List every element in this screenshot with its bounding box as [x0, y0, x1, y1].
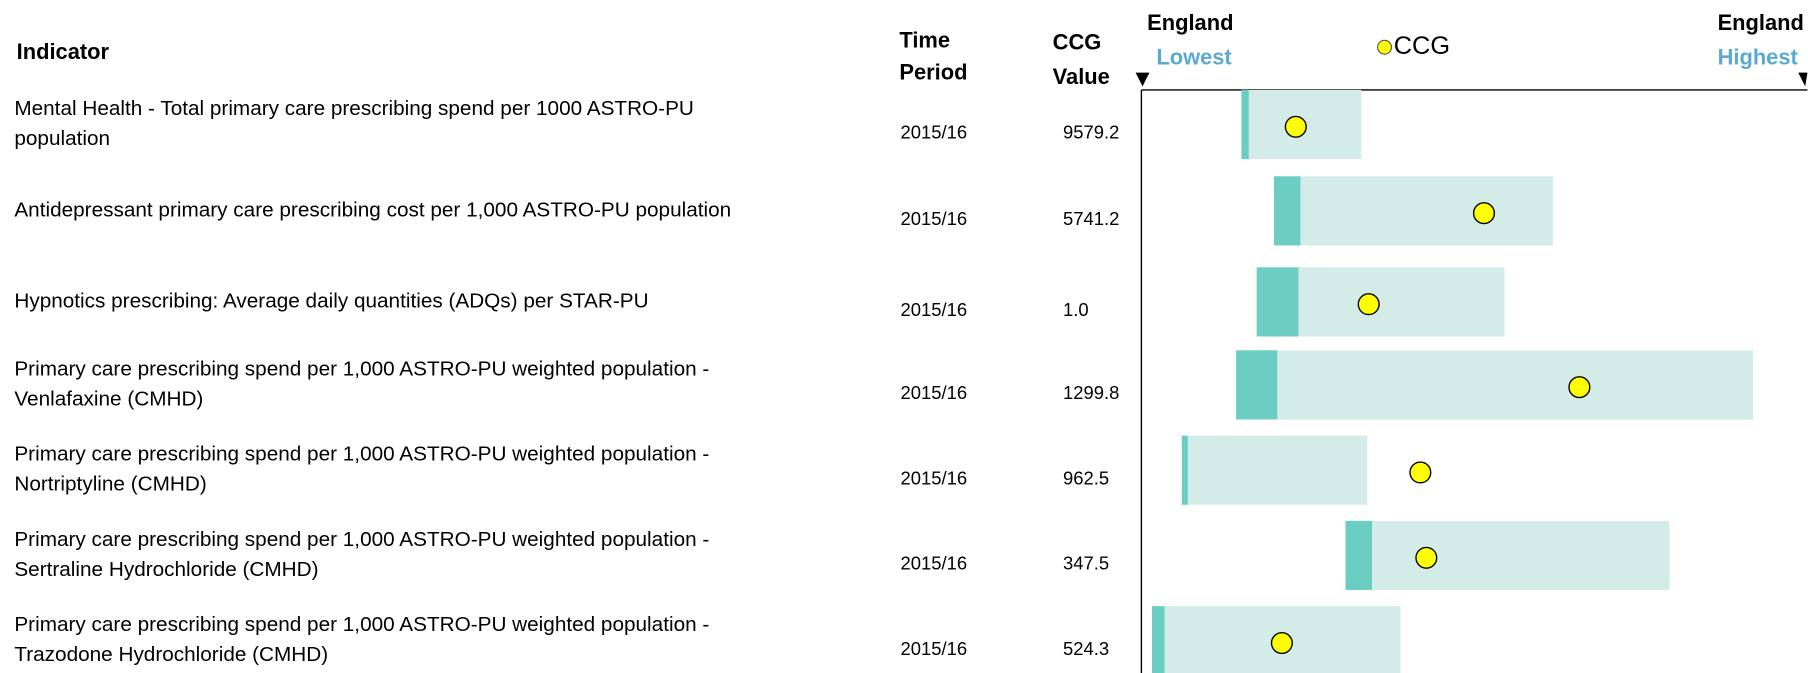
ccg-value: 9579.2 — [1063, 122, 1119, 143]
ccg-value: 1.0 — [1063, 299, 1089, 320]
header-indicator: Indicator — [17, 39, 110, 64]
ccg-value: 5741.2 — [1063, 208, 1119, 229]
time-period: 2015/16 — [901, 208, 968, 229]
lowest-england: England — [1147, 10, 1233, 35]
ccg-value: 1299.8 — [1063, 382, 1119, 403]
range-bar — [1236, 350, 1753, 420]
ccg-value: 347.5 — [1063, 553, 1109, 574]
legend-marker — [1377, 39, 1393, 55]
highest-arrow — [1798, 72, 1808, 87]
header-value: Value — [1053, 64, 1110, 89]
indicator: Hypnotics prescribing: Average daily qua… — [14, 289, 648, 312]
indicator: Sertraline Hydrochloride (CMHD) — [14, 558, 318, 581]
highest-england: England — [1718, 10, 1804, 35]
range-bar — [1273, 176, 1553, 246]
highest-label: Highest — [1718, 45, 1799, 70]
lower-band — [1273, 176, 1301, 246]
ccg-value: 962.5 — [1063, 467, 1109, 488]
lower-band — [1345, 520, 1372, 591]
lower-band — [1181, 435, 1188, 505]
time-period: 2015/16 — [901, 122, 968, 143]
ccg-marker — [1284, 115, 1307, 138]
header-period: Period — [899, 60, 967, 85]
indicator: Venlafaxine (CMHD) — [14, 387, 203, 410]
indicator: Primary care prescribing spend per 1,000… — [14, 613, 709, 636]
header-ccg: CCG — [1053, 30, 1102, 55]
range-bar — [1345, 520, 1670, 591]
indicator: population — [14, 127, 110, 150]
lowest-label: Lowest — [1156, 45, 1232, 70]
indicator: Antidepressant primary care prescribing … — [14, 198, 731, 221]
lower-band — [1236, 350, 1278, 420]
ccg-marker — [1270, 631, 1293, 655]
time-period: 2015/16 — [901, 638, 968, 659]
indicator: Mental Health - Total primary care presc… — [14, 97, 694, 120]
indicator: Trazodone Hydrochloride (CMHD) — [14, 643, 328, 666]
ccg-marker — [1357, 293, 1380, 316]
range-bar — [1181, 435, 1368, 505]
lower-band — [1151, 606, 1165, 673]
lowest-arrow — [1135, 72, 1150, 87]
header-time: Time — [899, 27, 950, 52]
time-period: 2015/16 — [901, 467, 968, 488]
time-period: 2015/16 — [901, 382, 968, 403]
ccg-marker — [1409, 461, 1432, 484]
indicator: Primary care prescribing spend per 1,000… — [14, 357, 709, 380]
indicator: Nortriptyline (CMHD) — [14, 473, 206, 496]
ccg-value: 524.3 — [1063, 638, 1109, 659]
legend-label: CCG — [1394, 32, 1450, 60]
lower-band — [1256, 267, 1299, 337]
indicator: Primary care prescribing spend per 1,000… — [14, 443, 709, 466]
indicator: Primary care prescribing spend per 1,000… — [14, 528, 709, 551]
time-period: 2015/16 — [901, 299, 968, 320]
ccg-marker — [1415, 546, 1438, 569]
time-period: 2015/16 — [901, 553, 968, 574]
ccg-marker — [1568, 376, 1591, 399]
lower-band — [1241, 89, 1249, 160]
ccg-marker — [1472, 202, 1496, 225]
